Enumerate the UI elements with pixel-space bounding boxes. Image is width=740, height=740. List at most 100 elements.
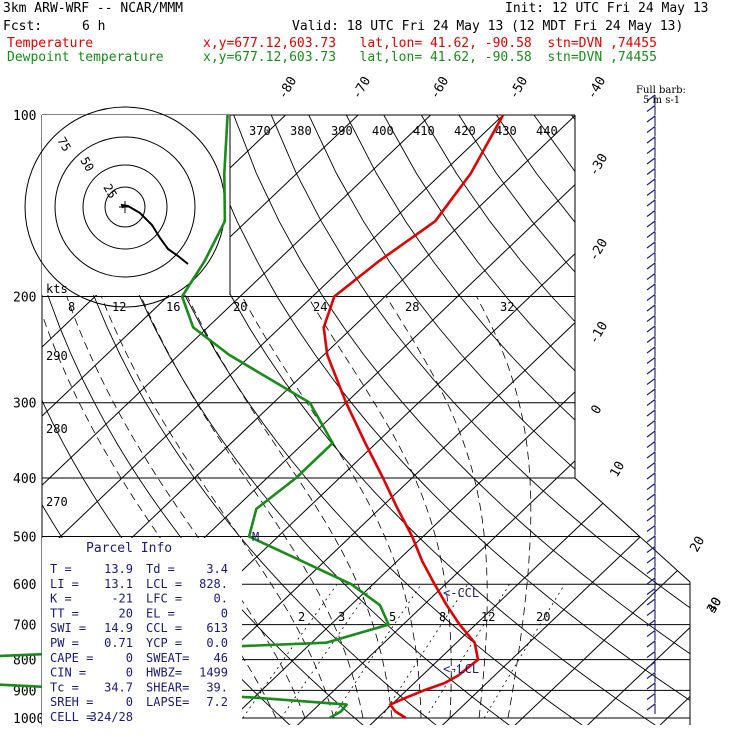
wind-barb <box>646 147 656 158</box>
ccl-marker: <-CCL <box>443 586 479 600</box>
mixing-ratio-label: 8 <box>439 610 446 624</box>
wind-barb <box>646 451 656 462</box>
wind-barb <box>646 252 656 263</box>
wind-barb <box>646 199 656 210</box>
wind-barb <box>646 483 656 494</box>
wind-barb <box>646 493 656 504</box>
isotherm-label: -50 <box>506 74 531 102</box>
wind-barb-flag <box>646 357 656 364</box>
wind-barb-flag <box>646 168 656 175</box>
wind-barb-flag <box>646 283 656 291</box>
pressure-tick-label: 700 <box>13 619 36 634</box>
wind-barb <box>646 220 656 231</box>
wind-barb <box>646 304 656 315</box>
theta-label: 380 <box>290 124 312 138</box>
wind-barb-flag <box>646 325 656 333</box>
wind-barb-flag <box>646 189 656 196</box>
wind-barb <box>646 210 656 221</box>
wind-barb-flag <box>646 535 656 543</box>
parcel-value: 3.4 <box>206 562 228 576</box>
wind-barb <box>646 546 656 557</box>
wind-barb-flag <box>646 609 656 616</box>
wind-barb-flag <box>646 451 656 459</box>
wind-barb <box>646 682 656 693</box>
wind-barb-flag <box>646 136 656 144</box>
hodograph-ring-label: 50 <box>77 155 96 175</box>
parcel-key: LAPSE= <box>146 695 189 709</box>
wind-barb <box>646 399 656 410</box>
wind-barb-flag <box>646 588 656 595</box>
isotherm <box>218 115 690 725</box>
isotherm-label: 40 <box>704 595 725 616</box>
dry-adiabat <box>458 115 690 725</box>
wind-barb <box>646 462 656 473</box>
wind-barb-flag <box>646 693 656 700</box>
mixing-ratio-line <box>331 583 422 719</box>
pressure-tick-label: 200 <box>13 291 36 306</box>
mixing-ratio-line <box>280 583 374 719</box>
wind-barb-flag <box>646 199 656 207</box>
wind-barb <box>646 640 656 651</box>
parcel-value: 0 <box>221 606 228 620</box>
parcel-key: CELL = <box>50 710 93 724</box>
theta-label: 280 <box>46 422 68 436</box>
isotherm-label: 0 <box>588 403 605 417</box>
wind-barb <box>646 325 656 336</box>
wind-barb <box>646 420 656 431</box>
wind-barb <box>646 556 656 567</box>
wind-barb <box>646 703 656 714</box>
parcel-key: TT = <box>50 606 79 620</box>
dry-adiabat <box>308 115 690 725</box>
wind-barb-flag <box>646 630 656 637</box>
parcel-value: 613 <box>206 621 228 635</box>
parcel-key: LCL = <box>146 577 182 591</box>
wind-barb <box>646 630 656 641</box>
dry-adiabat <box>533 115 690 725</box>
wind-barb-flag <box>646 220 656 228</box>
wind-barb-flag <box>646 126 656 133</box>
wind-barb <box>646 273 656 284</box>
pressure-tick-label: 100 <box>13 109 36 124</box>
isotherm <box>436 115 690 725</box>
isotherm <box>42 115 504 725</box>
parcel-key: SWEAT= <box>146 651 189 665</box>
isotherm-label: -80 <box>275 74 300 102</box>
wind-barb <box>646 588 656 599</box>
isotherm-label: 10 <box>607 459 628 480</box>
dry-adiabat <box>646 115 690 725</box>
parcel-key: HWBZ= <box>146 666 182 680</box>
parcel-value: 0 <box>126 651 133 665</box>
wind-barb-flag <box>646 346 656 354</box>
wind-barb-flag <box>646 672 656 679</box>
parcel-info-background <box>42 538 242 726</box>
wind-barb <box>646 178 656 189</box>
temperature-location: x,y=677.12,603.73 lat,lon= 41.62, -90.58… <box>203 36 657 51</box>
parcel-value: 1499 <box>199 666 228 680</box>
parcel-value: 0 <box>126 666 133 680</box>
wind-barb-flag <box>646 430 656 438</box>
theta-label: 370 <box>249 124 271 138</box>
wind-barb <box>646 231 656 242</box>
isotherm-label: -70 <box>349 74 374 102</box>
dry-adiabat <box>270 115 690 725</box>
wind-barb <box>646 441 656 452</box>
wind-barb-flag <box>646 661 656 669</box>
parcel-value: 34.7 <box>104 680 133 694</box>
wind-barb-flag <box>646 336 656 343</box>
parcel-value: 39. <box>206 680 228 694</box>
isotherm-label: 30 <box>704 595 725 616</box>
hodograph-ring <box>104 186 146 228</box>
parcel-key: SREH = <box>50 695 93 709</box>
theta-label: 270 <box>46 495 68 509</box>
model-title: 3km ARW-WRF -- NCAR/MMM <box>3 1 184 16</box>
wind-barb-flag <box>646 651 656 658</box>
theta-label: 400 <box>372 124 394 138</box>
parcel-key: CAPE = <box>50 651 93 665</box>
dry-adiabat <box>383 115 690 725</box>
wind-barb-flag <box>646 472 656 480</box>
wind-barb-flag <box>646 367 656 375</box>
isotherm <box>42 115 431 725</box>
wind-barb-flag <box>646 105 656 112</box>
wind-barb-flag <box>646 157 656 165</box>
wind-barb-flag <box>646 399 656 406</box>
